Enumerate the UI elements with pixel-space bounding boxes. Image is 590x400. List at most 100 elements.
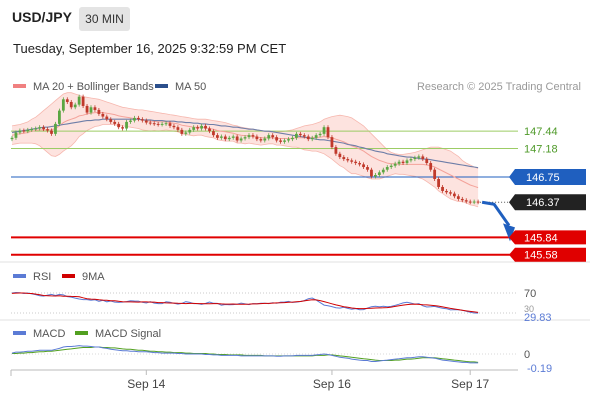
- candle-body: [216, 135, 219, 138]
- candle-body: [393, 163, 397, 166]
- rsi-legend-swatch: [13, 274, 26, 278]
- level-label-147.18: 147.18: [524, 143, 558, 155]
- candle-body: [429, 163, 433, 170]
- candle-body: [298, 133, 302, 136]
- candle-body: [468, 201, 472, 203]
- candle-body: [164, 123, 168, 125]
- timestamp: Tuesday, September 16, 2025 9:32:59 PM C…: [13, 41, 287, 56]
- candle-body: [73, 104, 77, 108]
- candle-body: [109, 119, 113, 122]
- candle-body: [362, 164, 365, 168]
- candle-body: [208, 128, 211, 132]
- candle-body: [464, 200, 468, 202]
- candle-body: [374, 175, 377, 177]
- candle-body: [196, 127, 200, 129]
- candle-body: [453, 193, 456, 197]
- candle-body: [310, 137, 314, 140]
- symbol-title: USD/JPY: [12, 9, 72, 25]
- candle-body: [101, 113, 105, 117]
- candle-body: [10, 137, 14, 140]
- candle-body: [255, 136, 259, 140]
- candle-body: [192, 127, 196, 130]
- candle-body: [334, 147, 338, 154]
- candle-body: [437, 178, 440, 187]
- candle-body: [381, 169, 385, 173]
- x-tick-label: Sep 16: [313, 377, 351, 391]
- candle-body: [140, 119, 144, 121]
- candle-body: [326, 127, 330, 138]
- candle-body: [330, 137, 334, 148]
- rsi-ma-line: [11, 292, 479, 313]
- forecast-arrow-line: [481, 200, 511, 227]
- candle-body: [239, 138, 243, 141]
- candle-body: [77, 96, 81, 105]
- candle-body: [133, 117, 136, 121]
- candle-body: [354, 161, 358, 164]
- macd-signal-line: [12, 346, 479, 363]
- candle-body: [148, 122, 152, 124]
- bollinger-band-area: [12, 92, 479, 207]
- candle-body: [65, 99, 69, 102]
- macd-signal-legend-label: MACD Signal: [95, 328, 161, 340]
- level-tag-145.58: [509, 247, 586, 262]
- candle-body: [421, 156, 425, 160]
- candle-body: [168, 123, 172, 126]
- candle-body: [22, 130, 26, 132]
- macd-tick-0: 0: [524, 349, 530, 361]
- rsi-line: [11, 291, 479, 314]
- candle-body: [425, 159, 429, 164]
- candle-body: [69, 101, 73, 108]
- candle-body: [476, 201, 480, 203]
- macd-last-value: -0.19: [527, 363, 552, 375]
- current-price-label: 146.37: [526, 197, 560, 209]
- candle-body: [105, 116, 109, 120]
- level-tag-146.75: [509, 169, 586, 185]
- candle-body: [263, 138, 267, 141]
- rsi-tick-30: 30: [524, 304, 534, 314]
- candle-body: [247, 135, 251, 138]
- current-price-tag: [509, 194, 586, 211]
- candle-body: [204, 125, 207, 129]
- candle-body: [302, 135, 306, 137]
- candle-body: [121, 127, 124, 129]
- candle-body: [85, 105, 89, 113]
- candle-body: [472, 201, 476, 203]
- candle-body: [14, 132, 18, 138]
- candle-body: [129, 120, 132, 122]
- candle-body: [54, 123, 57, 134]
- ma50-line: [11, 118, 479, 169]
- candle-body: [61, 99, 65, 111]
- rsi-tick-70: 70: [524, 288, 536, 300]
- candle-body: [397, 161, 401, 164]
- candle-body: [89, 107, 93, 113]
- rsi-ma-legend-swatch: [62, 274, 75, 278]
- candle-body: [97, 109, 101, 114]
- bollinger-band: [11, 92, 479, 208]
- candle-body: [30, 129, 34, 131]
- level-tag-145.84: [509, 230, 586, 245]
- candle-body: [350, 160, 354, 162]
- candle-body: [295, 133, 298, 138]
- bollinger-lower-line: [11, 124, 479, 208]
- candle-body: [259, 139, 263, 141]
- candle-body: [433, 169, 437, 179]
- rsi-ma-legend-label: 9MA: [82, 271, 105, 283]
- candle-body: [306, 136, 310, 140]
- candle-body: [160, 123, 164, 125]
- candle-body: [26, 129, 30, 132]
- level-label-145.84: 145.84: [524, 232, 558, 244]
- candle-body: [445, 190, 448, 193]
- macd-signal-legend-swatch: [75, 331, 88, 335]
- macd-legend-swatch: [13, 331, 26, 335]
- candle-body: [137, 117, 140, 120]
- candles: [10, 94, 480, 205]
- candle-body: [279, 140, 282, 142]
- candle-body: [275, 137, 279, 141]
- candle-body: [456, 196, 460, 199]
- candle-body: [322, 127, 326, 134]
- candle-body: [251, 135, 255, 137]
- candle-body: [271, 135, 275, 138]
- candle-body: [385, 167, 389, 170]
- level-label-146.75: 146.75: [526, 172, 560, 184]
- timeframe-button[interactable]: 30 MIN: [79, 7, 130, 31]
